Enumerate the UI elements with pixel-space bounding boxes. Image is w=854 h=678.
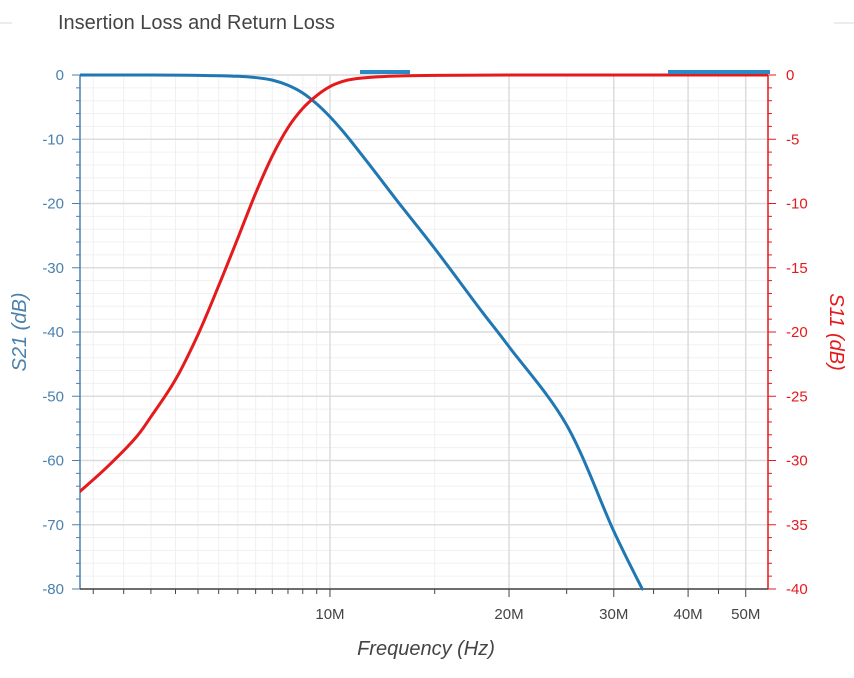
x-axis-label: Frequency (Hz) <box>357 638 495 660</box>
y-right-tick-label: -15 <box>786 260 808 277</box>
y-left-tick-label: -20 <box>42 196 64 213</box>
y-left-tick-label: 0 <box>56 67 64 84</box>
y-right-tick-label: -5 <box>786 131 799 148</box>
y-right-tick-label: -25 <box>786 388 808 405</box>
x-tick-label: 20M <box>494 606 523 623</box>
y-axis-right-label: S11 (dB) <box>825 293 847 370</box>
y-left-tick-label: -70 <box>42 517 64 534</box>
y-left-tick-label: -50 <box>42 388 64 405</box>
x-tick-label: 50M <box>731 606 760 623</box>
y-left-tick-label: -30 <box>42 260 64 277</box>
series-layer <box>80 73 768 591</box>
x-tick-label: 10M <box>315 606 344 623</box>
y-left-tick-label: -80 <box>42 581 64 598</box>
y-right-tick-label: -30 <box>786 453 808 470</box>
y-left-tick-label: -10 <box>42 131 64 148</box>
series-line-s11 <box>80 73 768 493</box>
y-axis-left-label: S21 (dB) <box>9 293 31 372</box>
y-right-tick-label: 0 <box>786 67 794 84</box>
axes <box>72 74 776 597</box>
y-left-tick-label: -60 <box>42 453 64 470</box>
chart-title: Insertion Loss and Return Loss <box>58 12 335 34</box>
y-right-tick-label: -20 <box>786 324 808 341</box>
y-right-tick-label: -40 <box>786 581 808 598</box>
y-right-tick-label: -35 <box>786 517 808 534</box>
ticks-layer: 0 -10 -20 -30 -40 -50 -60 -70 -80 0 -5 -10 -15 -20 -25… <box>42 67 807 623</box>
y-left-tick-label: -40 <box>42 324 64 341</box>
series-line-s21 <box>80 73 644 591</box>
x-tick-label: 40M <box>673 606 702 623</box>
x-tick-label: 30M <box>599 606 628 623</box>
y-right-tick-label: -10 <box>786 196 808 213</box>
